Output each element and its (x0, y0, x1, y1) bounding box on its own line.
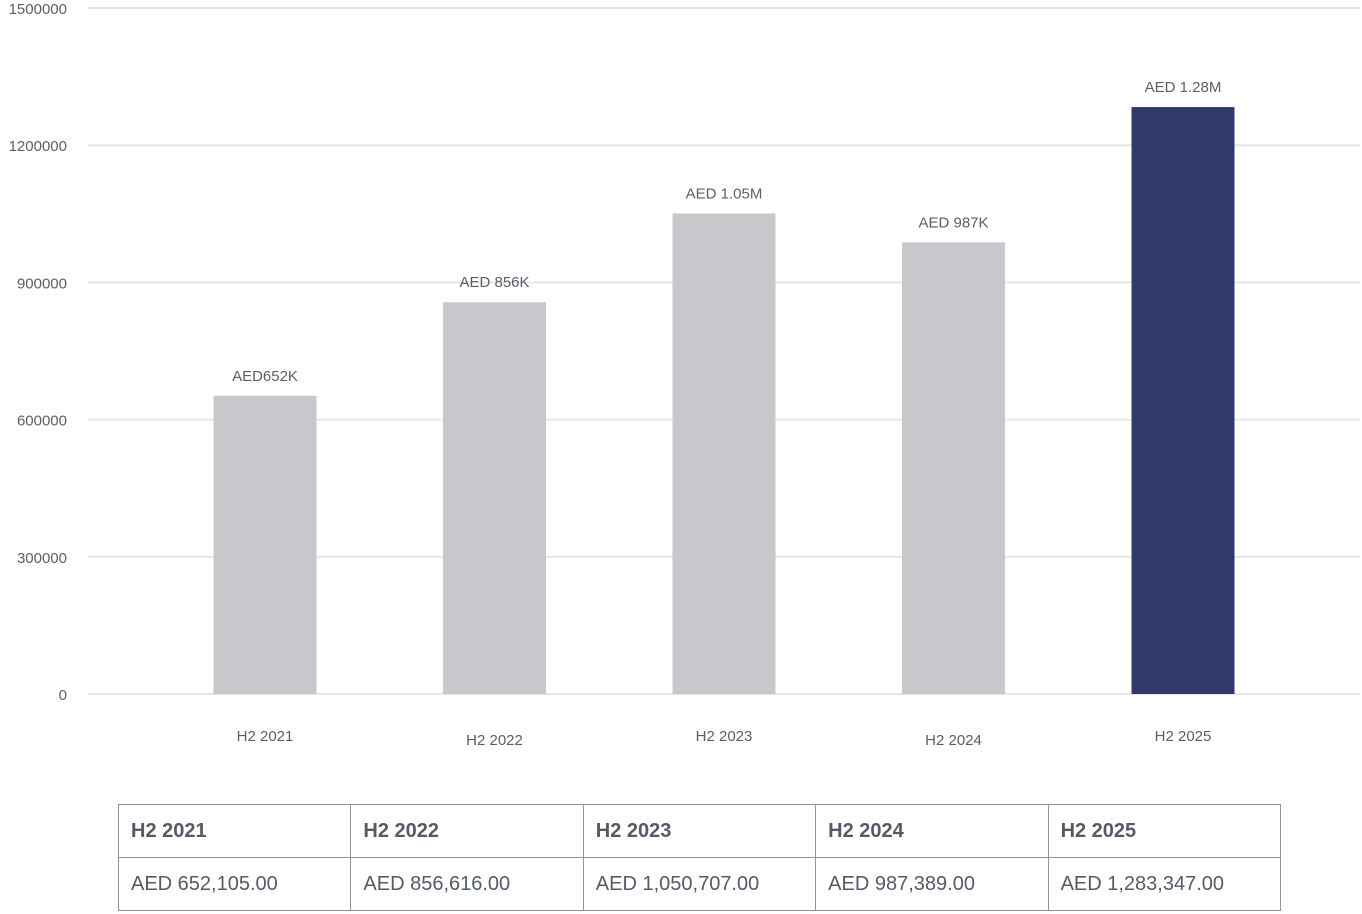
data-label: AED 987K (918, 214, 988, 231)
bar (443, 302, 546, 694)
table-header-cell: H2 2025 (1047, 804, 1282, 858)
data-labels: AED652K AED 856K AED 1.05M AED 987K AED 1.28… (232, 79, 1221, 385)
table-cell: AED 1,283,347.00 (1047, 857, 1282, 911)
x-axis-ticks: H2 2021 H2 2022 H2 2023 H2 2024 H2 2025 (237, 728, 1212, 749)
values-table: H2 2021 H2 2022 H2 2023 H2 2024 H2 2025 … (117, 804, 1282, 911)
y-tick-label: 1500000 (9, 1, 67, 18)
bar (902, 242, 1005, 695)
x-tick-label: H2 2023 (696, 728, 753, 745)
table-cell: AED 1,050,707.00 (582, 857, 817, 911)
bar-chart: 0 300000 600000 900000 1200000 1500000 AED652… (9, 1, 1360, 749)
table-header-cell: H2 2024 (815, 804, 1049, 858)
table-header-cell: H2 2023 (582, 804, 817, 858)
table-cell: AED 987,389.00 (815, 857, 1049, 911)
data-label: AED652K (232, 368, 298, 385)
data-label: AED 1.28M (1145, 79, 1222, 96)
table-row: AED 652,105.00 AED 856,616.00 AED 1,050,… (117, 857, 1282, 911)
y-tick-label: 0 (59, 687, 67, 704)
table-header-row: H2 2021 H2 2022 H2 2023 H2 2024 H2 2025 (117, 804, 1282, 858)
bars (213, 107, 1235, 695)
x-tick-label: H2 2025 (1155, 728, 1212, 745)
data-label: AED 1.05M (686, 185, 763, 202)
x-tick-label: H2 2021 (237, 728, 294, 745)
bar (213, 395, 317, 694)
table-cell: AED 856,616.00 (350, 857, 584, 911)
table-cell: AED 652,105.00 (117, 857, 352, 911)
y-tick-label: 900000 (17, 275, 67, 292)
table-header-cell: H2 2021 (117, 804, 352, 858)
table-header-cell: H2 2022 (350, 804, 584, 858)
y-tick-label: 300000 (17, 550, 67, 567)
y-tick-label: 600000 (17, 413, 67, 430)
x-tick-label: H2 2024 (925, 732, 982, 749)
y-tick-label: 1200000 (9, 138, 67, 155)
bar (672, 213, 776, 694)
bar (1131, 107, 1235, 694)
x-tick-label: H2 2022 (466, 732, 523, 749)
data-label: AED 856K (459, 274, 529, 291)
y-axis-ticks: 0 300000 600000 900000 1200000 1500000 (9, 1, 67, 704)
